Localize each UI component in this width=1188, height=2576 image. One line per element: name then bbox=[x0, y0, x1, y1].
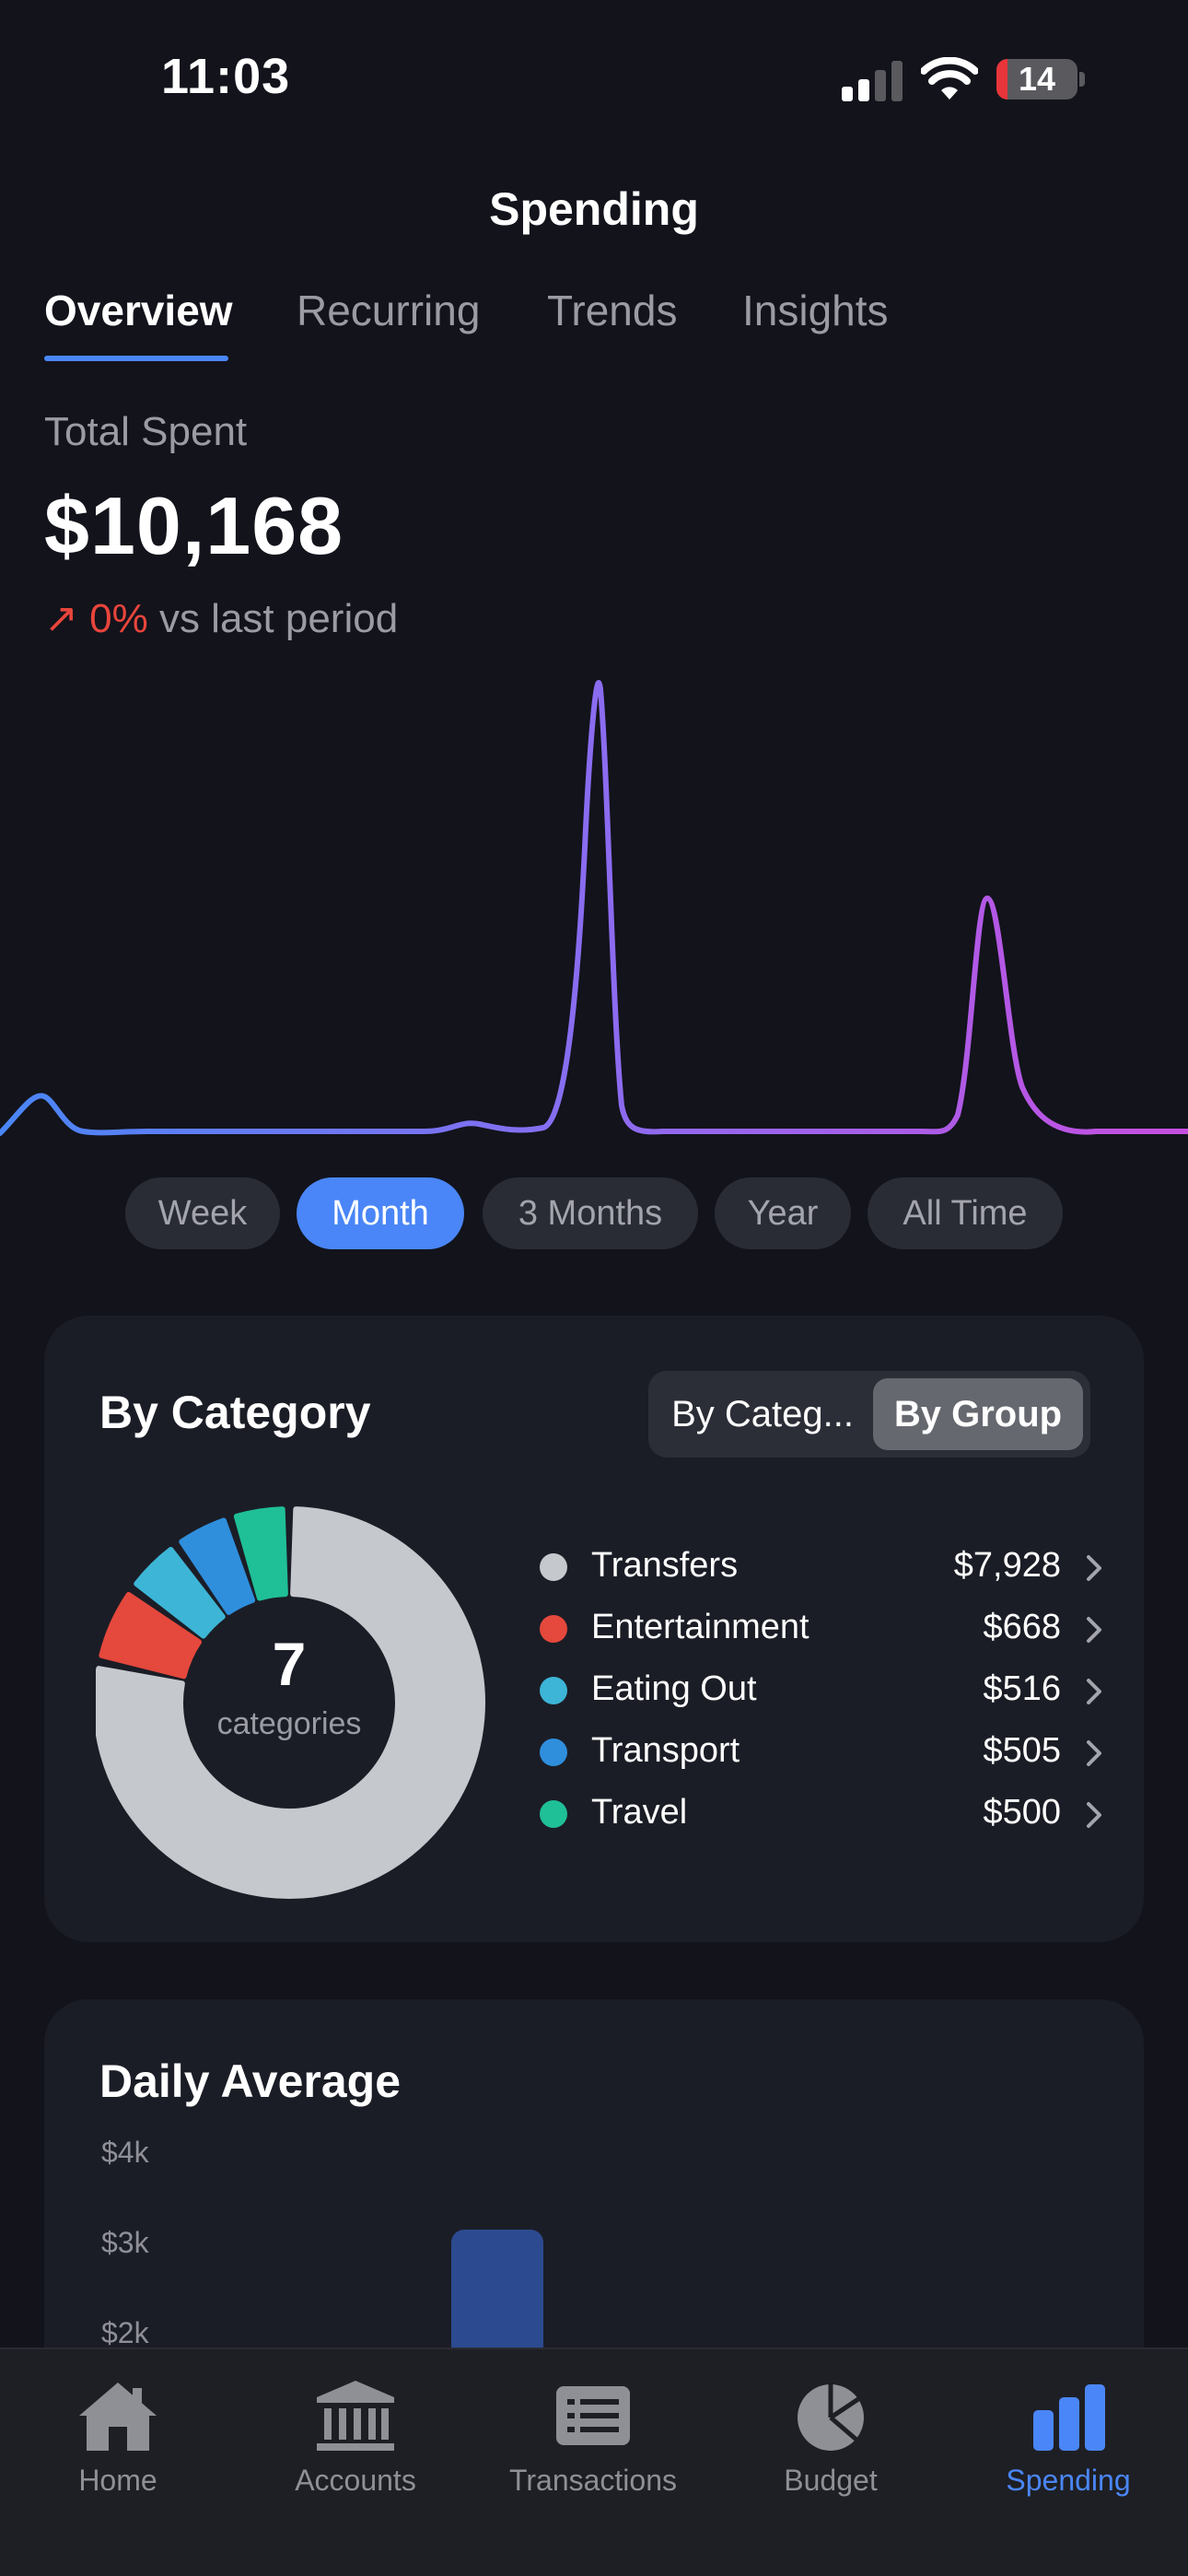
list-icon bbox=[556, 2386, 630, 2445]
arrow-up-right-icon: ↗ bbox=[44, 596, 78, 641]
tab-bar-label: Spending bbox=[1006, 2464, 1131, 2497]
category-row-travel[interactable]: Travel $500 bbox=[540, 1784, 1144, 1844]
change-percent: 0% bbox=[89, 596, 148, 641]
legend-dot bbox=[540, 1553, 567, 1581]
category-donut-chart[interactable] bbox=[96, 1500, 501, 1905]
page-title: Spending bbox=[489, 183, 699, 235]
tab-bar-label: Budget bbox=[784, 2464, 878, 2497]
spending-line-chart[interactable] bbox=[0, 663, 1188, 1152]
tab-bar-label: Home bbox=[78, 2464, 157, 2497]
category-name: Eating Out bbox=[591, 1669, 757, 1708]
active-tab-indicator bbox=[44, 356, 228, 361]
bottom-tab-bar: Home Accounts Transactions bbox=[0, 2348, 1188, 2576]
y-tick-label: $4k bbox=[101, 2136, 149, 2169]
tab-bar-budget[interactable]: Budget bbox=[720, 2366, 941, 2513]
donut-segment-travel[interactable] bbox=[233, 1506, 288, 1601]
home-icon bbox=[79, 2383, 157, 2451]
period-all-time[interactable]: All Time bbox=[868, 1177, 1063, 1249]
category-count-label: categories bbox=[216, 1706, 362, 1741]
bank-icon bbox=[317, 2381, 394, 2451]
total-spent-value: $10,168 bbox=[44, 480, 344, 571]
legend-dot bbox=[540, 1677, 567, 1704]
category-amount: $516 bbox=[983, 1669, 1061, 1708]
category-name: Entertainment bbox=[591, 1608, 809, 1646]
donut-segment-eating-out[interactable] bbox=[134, 1546, 226, 1639]
category-amount: $505 bbox=[983, 1731, 1061, 1770]
category-amount: $7,928 bbox=[953, 1546, 1061, 1585]
status-bar: 11:03 14 bbox=[0, 0, 1188, 157]
toggle-by-group[interactable]: By Group bbox=[873, 1378, 1083, 1450]
chevron-right-icon bbox=[1087, 1740, 1101, 1766]
y-tick-label: $2k bbox=[101, 2316, 149, 2349]
pie-icon bbox=[798, 2384, 864, 2451]
legend-dot bbox=[540, 1739, 567, 1766]
tab-bar-transactions[interactable]: Transactions bbox=[483, 2366, 704, 2513]
period-3-months[interactable]: 3 Months bbox=[483, 1177, 698, 1249]
tab-bar-label: Accounts bbox=[295, 2464, 416, 2497]
donut-segment-entertainment[interactable] bbox=[99, 1591, 203, 1680]
tab-overview[interactable]: Overview bbox=[44, 287, 233, 334]
group-mode-toggle: By Categ... By Group bbox=[648, 1371, 1090, 1458]
legend-dot bbox=[540, 1615, 567, 1643]
period-week[interactable]: Week bbox=[125, 1177, 280, 1249]
battery-level: 14 bbox=[1018, 60, 1056, 98]
donut-segment-transport[interactable] bbox=[179, 1517, 256, 1615]
category-count: 7 bbox=[272, 1630, 307, 1698]
period-year[interactable]: Year bbox=[715, 1177, 851, 1249]
by-category-title: By Category bbox=[99, 1387, 371, 1438]
category-name: Transport bbox=[591, 1731, 740, 1770]
by-category-card: By Category By Categ... By Group 7 categ… bbox=[44, 1316, 1144, 1942]
battery-tip bbox=[1079, 72, 1085, 87]
category-name: Transfers bbox=[591, 1546, 739, 1585]
total-spent-label: Total Spent bbox=[44, 409, 248, 454]
tab-bar-home[interactable]: Home bbox=[7, 2366, 228, 2513]
tab-recurring[interactable]: Recurring bbox=[297, 287, 481, 334]
category-row-eating-out[interactable]: Eating Out $516 bbox=[540, 1660, 1144, 1721]
chevron-right-icon bbox=[1087, 1802, 1101, 1828]
category-name: Travel bbox=[591, 1793, 688, 1832]
tab-bar-accounts[interactable]: Accounts bbox=[245, 2366, 466, 2513]
category-row-transfers[interactable]: Transfers $7,928 bbox=[540, 1537, 1144, 1598]
chevron-right-icon bbox=[1087, 1617, 1101, 1643]
period-month[interactable]: Month bbox=[297, 1177, 464, 1249]
y-tick-label: $3k bbox=[101, 2226, 149, 2259]
bar-chart-icon bbox=[1033, 2384, 1105, 2451]
category-amount: $500 bbox=[983, 1793, 1061, 1832]
tab-bar-label: Transactions bbox=[509, 2464, 677, 2497]
spending-line bbox=[0, 680, 1188, 1136]
wifi-icon bbox=[921, 57, 978, 100]
category-row-transport[interactable]: Transport $505 bbox=[540, 1722, 1144, 1783]
cellular-signal-icon bbox=[842, 61, 903, 101]
battery-icon: 14 bbox=[996, 59, 1077, 100]
donut-segment-transfers[interactable] bbox=[96, 1506, 485, 1899]
status-time: 11:03 bbox=[161, 49, 291, 104]
category-amount: $668 bbox=[983, 1608, 1061, 1646]
tab-insights[interactable]: Insights bbox=[742, 287, 889, 334]
change-text: vs last period bbox=[158, 596, 399, 641]
legend-dot bbox=[540, 1800, 567, 1828]
category-row-entertainment[interactable]: Entertainment $668 bbox=[540, 1598, 1144, 1659]
tab-bar-spending[interactable]: Spending bbox=[958, 2366, 1179, 2513]
daily-average-title: Daily Average bbox=[99, 2055, 402, 2107]
chevron-right-icon bbox=[1087, 1555, 1101, 1581]
toggle-by-category[interactable]: By Categ... bbox=[671, 1394, 854, 1434]
tab-trends[interactable]: Trends bbox=[547, 287, 678, 334]
chevron-right-icon bbox=[1087, 1679, 1101, 1704]
change-row: ↗ 0% vs last period bbox=[44, 595, 398, 642]
